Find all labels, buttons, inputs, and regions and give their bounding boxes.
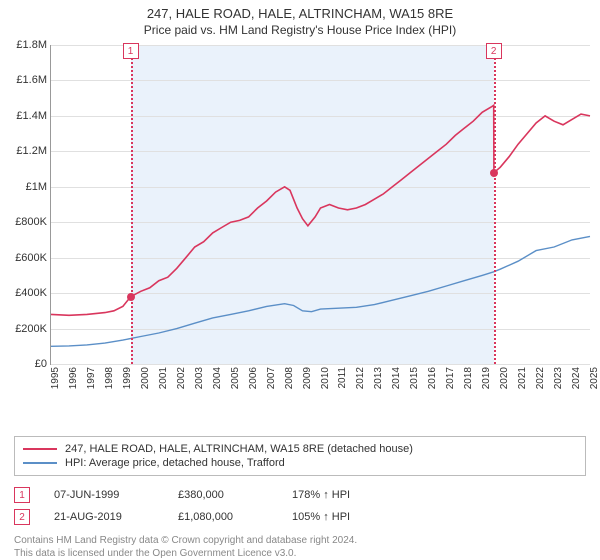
x-tick-label: 1998 bbox=[104, 367, 115, 389]
x-tick-label: 2019 bbox=[481, 367, 492, 389]
x-tick-label: 1996 bbox=[68, 367, 79, 389]
y-tick-label: £1.2M bbox=[16, 145, 51, 157]
x-tick-label: 2015 bbox=[409, 367, 420, 389]
y-tick-label: £800K bbox=[15, 216, 51, 228]
x-tick-label: 2010 bbox=[320, 367, 331, 389]
legend-swatch bbox=[23, 448, 57, 450]
chart: £0£200K£400K£600K£800K£1M£1.2M£1.4M£1.6M… bbox=[50, 45, 590, 385]
sale-date: 21-AUG-2019 bbox=[54, 511, 154, 523]
x-axis-labels: 1995199619971998199920002001200220032004… bbox=[50, 365, 590, 385]
sale-row: 2 21-AUG-2019 £1,080,000 105% ↑ HPI bbox=[14, 506, 586, 528]
x-tick-label: 2022 bbox=[535, 367, 546, 389]
x-tick-label: 1999 bbox=[122, 367, 133, 389]
chart-title: 247, HALE ROAD, HALE, ALTRINCHAM, WA15 8… bbox=[0, 6, 600, 21]
legend-swatch bbox=[23, 462, 57, 464]
x-tick-label: 2007 bbox=[266, 367, 277, 389]
footnote-line: This data is licensed under the Open Gov… bbox=[14, 547, 586, 560]
x-tick-label: 2024 bbox=[571, 367, 582, 389]
x-tick-label: 2005 bbox=[230, 367, 241, 389]
y-tick-label: £1M bbox=[26, 181, 51, 193]
sale-badge: 2 bbox=[14, 509, 30, 525]
x-tick-label: 1997 bbox=[86, 367, 97, 389]
x-tick-label: 2002 bbox=[176, 367, 187, 389]
y-tick-label: £400K bbox=[15, 287, 51, 299]
x-tick-label: 2006 bbox=[248, 367, 259, 389]
x-tick-label: 2011 bbox=[337, 367, 348, 389]
x-tick-label: 2013 bbox=[373, 367, 384, 389]
sale-date: 07-JUN-1999 bbox=[54, 489, 154, 501]
legend-box: 247, HALE ROAD, HALE, ALTRINCHAM, WA15 8… bbox=[14, 436, 586, 476]
y-tick-label: £1.8M bbox=[16, 39, 51, 51]
marker-dot bbox=[127, 293, 135, 301]
x-tick-label: 2014 bbox=[391, 367, 402, 389]
legend-label: HPI: Average price, detached house, Traf… bbox=[65, 457, 285, 469]
sale-hpi: 105% ↑ HPI bbox=[292, 511, 350, 523]
marker-badge: 1 bbox=[123, 43, 139, 59]
x-tick-label: 2012 bbox=[355, 367, 366, 389]
x-tick-label: 2023 bbox=[553, 367, 564, 389]
marker-line bbox=[494, 45, 496, 364]
x-tick-label: 2016 bbox=[427, 367, 438, 389]
x-tick-label: 2008 bbox=[284, 367, 295, 389]
chart-wrap: £0 £200K £400K £600K £800K £1M £1.2M £1.4M £1.6M… bbox=[0, 41, 600, 430]
legend-row: HPI: Average price, detached house, Traf… bbox=[23, 456, 577, 470]
x-tick-label: 2003 bbox=[194, 367, 205, 389]
sales-table: 1 07-JUN-1999 £380,000 178% ↑ HPI 2 21-AUG-20… bbox=[14, 484, 586, 528]
footnote: Contains HM Land Registry data © Crown c… bbox=[14, 534, 586, 560]
marker-line bbox=[131, 45, 133, 364]
y-tick-label: £600K bbox=[15, 252, 51, 264]
x-tick-label: 1995 bbox=[50, 367, 61, 389]
x-tick-label: 2018 bbox=[463, 367, 474, 389]
chart-footer: 247, HALE ROAD, HALE, ALTRINCHAM, WA15 8… bbox=[0, 430, 600, 560]
y-tick-label: £1.4M bbox=[16, 110, 51, 122]
x-tick-label: 2004 bbox=[212, 367, 223, 389]
sale-price: £380,000 bbox=[178, 489, 268, 501]
x-tick-label: 2021 bbox=[517, 367, 528, 389]
marker-badge: 2 bbox=[486, 43, 502, 59]
marker-dot bbox=[490, 169, 498, 177]
x-tick-label: 2025 bbox=[589, 367, 600, 389]
sale-badge: 1 bbox=[14, 487, 30, 503]
plot-area: £0£200K£400K£600K£800K£1M£1.2M£1.4M£1.6M… bbox=[50, 45, 590, 365]
y-tick-label: £200K bbox=[15, 323, 51, 335]
footnote-line: Contains HM Land Registry data © Crown c… bbox=[14, 534, 586, 547]
y-tick-label: £1.6M bbox=[16, 74, 51, 86]
x-tick-label: 2001 bbox=[158, 367, 169, 389]
x-tick-label: 2020 bbox=[499, 367, 510, 389]
sale-hpi: 178% ↑ HPI bbox=[292, 489, 350, 501]
x-tick-label: 2017 bbox=[445, 367, 456, 389]
sale-price: £1,080,000 bbox=[178, 511, 268, 523]
chart-subtitle: Price paid vs. HM Land Registry's House … bbox=[0, 23, 600, 37]
sale-row: 1 07-JUN-1999 £380,000 178% ↑ HPI bbox=[14, 484, 586, 506]
chart-header: 247, HALE ROAD, HALE, ALTRINCHAM, WA15 8… bbox=[0, 0, 600, 41]
legend-row: 247, HALE ROAD, HALE, ALTRINCHAM, WA15 8… bbox=[23, 442, 577, 456]
x-tick-label: 2000 bbox=[140, 367, 151, 389]
y-tick-label: £0 bbox=[35, 358, 51, 370]
legend-label: 247, HALE ROAD, HALE, ALTRINCHAM, WA15 8… bbox=[65, 443, 413, 455]
x-tick-label: 2009 bbox=[302, 367, 313, 389]
